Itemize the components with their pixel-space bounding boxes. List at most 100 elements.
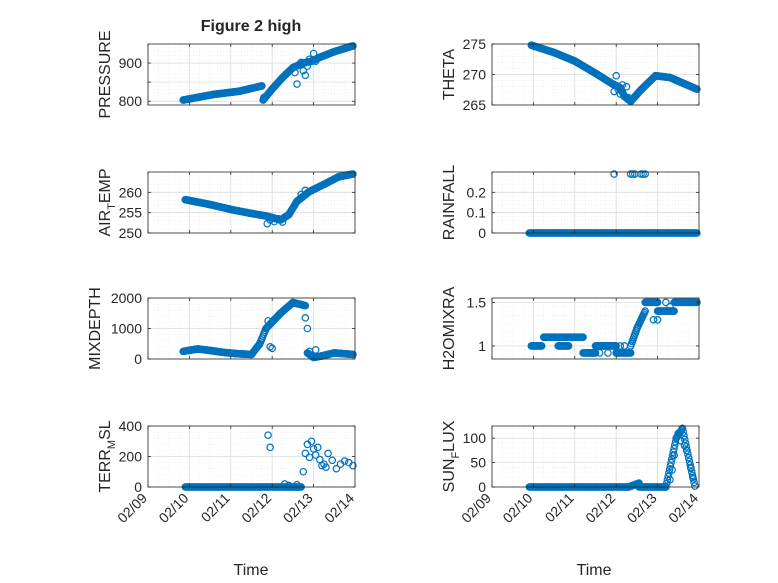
data-point xyxy=(293,480,301,489)
data-point xyxy=(691,482,699,490)
axis-ticks xyxy=(491,172,700,234)
axis-ticks xyxy=(147,297,356,360)
data-point xyxy=(266,216,274,224)
x-tick-label: 02/09 xyxy=(114,490,150,526)
data-point xyxy=(666,462,675,470)
data-point xyxy=(324,449,332,458)
data-point xyxy=(297,190,305,199)
minor-grid xyxy=(492,426,699,488)
data-point xyxy=(628,170,637,178)
subplot-sun_flux: 0 50 100 02/09 02/10 02/11 02/12 02/13 02/14 SUNF… xyxy=(441,420,701,526)
axis-ticks xyxy=(491,426,700,488)
minor-grid xyxy=(148,171,355,234)
series-markers xyxy=(179,298,357,362)
data-point xyxy=(313,443,322,452)
y-axis-label-main: THETA xyxy=(441,49,458,101)
data-point xyxy=(537,342,546,350)
y-axis-label-main: SUN xyxy=(441,459,458,493)
data-point xyxy=(690,478,698,487)
x-axis-label-left: Time xyxy=(234,562,269,579)
data-point xyxy=(682,442,691,451)
data-point xyxy=(301,314,310,322)
data-point xyxy=(653,315,662,324)
data-point xyxy=(332,464,341,473)
data-point xyxy=(258,82,266,90)
x-tick-label: 02/13 xyxy=(624,490,660,526)
data-point xyxy=(340,457,349,465)
data-point xyxy=(670,307,678,315)
data-point xyxy=(264,431,272,439)
y-axis-label: RAINFALL xyxy=(441,165,458,241)
data-point xyxy=(686,463,695,472)
y-tick-label: 1000 xyxy=(111,321,142,337)
y-tick-label: 0 xyxy=(478,225,486,241)
data-point xyxy=(266,443,274,452)
axes-box xyxy=(491,171,700,234)
data-point xyxy=(303,324,312,333)
x-tick-label: 02/14 xyxy=(665,490,701,526)
data-point xyxy=(676,436,685,445)
data-point xyxy=(639,170,647,178)
data-point xyxy=(641,307,649,315)
data-point xyxy=(684,453,693,462)
data-point xyxy=(564,342,573,350)
x-tick-label: 02/10 xyxy=(155,490,191,526)
data-point xyxy=(278,218,287,226)
y-axis-label-main: H2OMIXRA xyxy=(441,286,458,370)
data-point xyxy=(303,62,312,70)
data-point xyxy=(666,475,674,484)
axis-ticks xyxy=(147,172,356,234)
series-markers xyxy=(179,42,357,104)
subplot-theta: 265 270 275 THETA xyxy=(441,36,701,113)
subplot-terr_msl: 0 200 400 02/09 02/10 02/11 02/12 02/13 02/14 TER… xyxy=(97,418,357,526)
y-tick-label: 275 xyxy=(463,36,487,52)
data-point xyxy=(678,424,687,433)
data-point xyxy=(297,58,305,67)
data-point xyxy=(260,93,268,102)
x-tick-label: 02/12 xyxy=(582,490,618,526)
y-tick-label: 0 xyxy=(134,479,142,495)
data-point xyxy=(612,71,621,80)
y-tick-label: 100 xyxy=(463,430,487,446)
data-point xyxy=(264,317,272,325)
data-point xyxy=(610,87,618,96)
series-markers xyxy=(527,298,701,357)
series-markers xyxy=(181,170,357,228)
subplot-pressure: 800 900 PRESSURE xyxy=(97,30,357,119)
y-axis-label: H2OMIXRA xyxy=(441,286,458,370)
y-axis-label-suffix: SL xyxy=(97,420,114,440)
data-point xyxy=(254,341,263,350)
data-point xyxy=(666,302,674,311)
data-point xyxy=(669,448,678,456)
data-point xyxy=(579,333,587,342)
data-point xyxy=(682,446,691,455)
data-point xyxy=(604,349,612,357)
y-tick-label: 270 xyxy=(463,67,487,83)
data-point xyxy=(616,90,625,98)
y-tick-label: 250 xyxy=(119,225,143,241)
y-axis-label-main: MIXDEPTH xyxy=(87,287,104,370)
data-point xyxy=(311,57,320,65)
data-point xyxy=(626,170,635,178)
y-axis-label-main: RAINFALL xyxy=(441,165,458,241)
data-point xyxy=(291,68,299,77)
y-tick-label: 50 xyxy=(470,455,486,471)
y-tick-label: 0.2 xyxy=(467,184,487,200)
y-tick-label: 1.5 xyxy=(467,294,487,310)
axes-box xyxy=(491,297,700,360)
data-point xyxy=(614,85,623,94)
y-tick-label: 2000 xyxy=(111,290,142,306)
data-point xyxy=(311,451,320,459)
data-point xyxy=(618,81,627,89)
y-tick-label: 255 xyxy=(119,205,143,221)
axes-box xyxy=(491,425,700,488)
data-point xyxy=(328,456,337,465)
y-axis-label-suffix: EMP xyxy=(97,168,114,203)
axis-ticks xyxy=(147,44,356,105)
data-point xyxy=(301,449,310,458)
series-markers xyxy=(527,41,701,106)
y-axis-label: THETA xyxy=(441,49,458,101)
x-tick-label: 02/12 xyxy=(238,490,274,526)
